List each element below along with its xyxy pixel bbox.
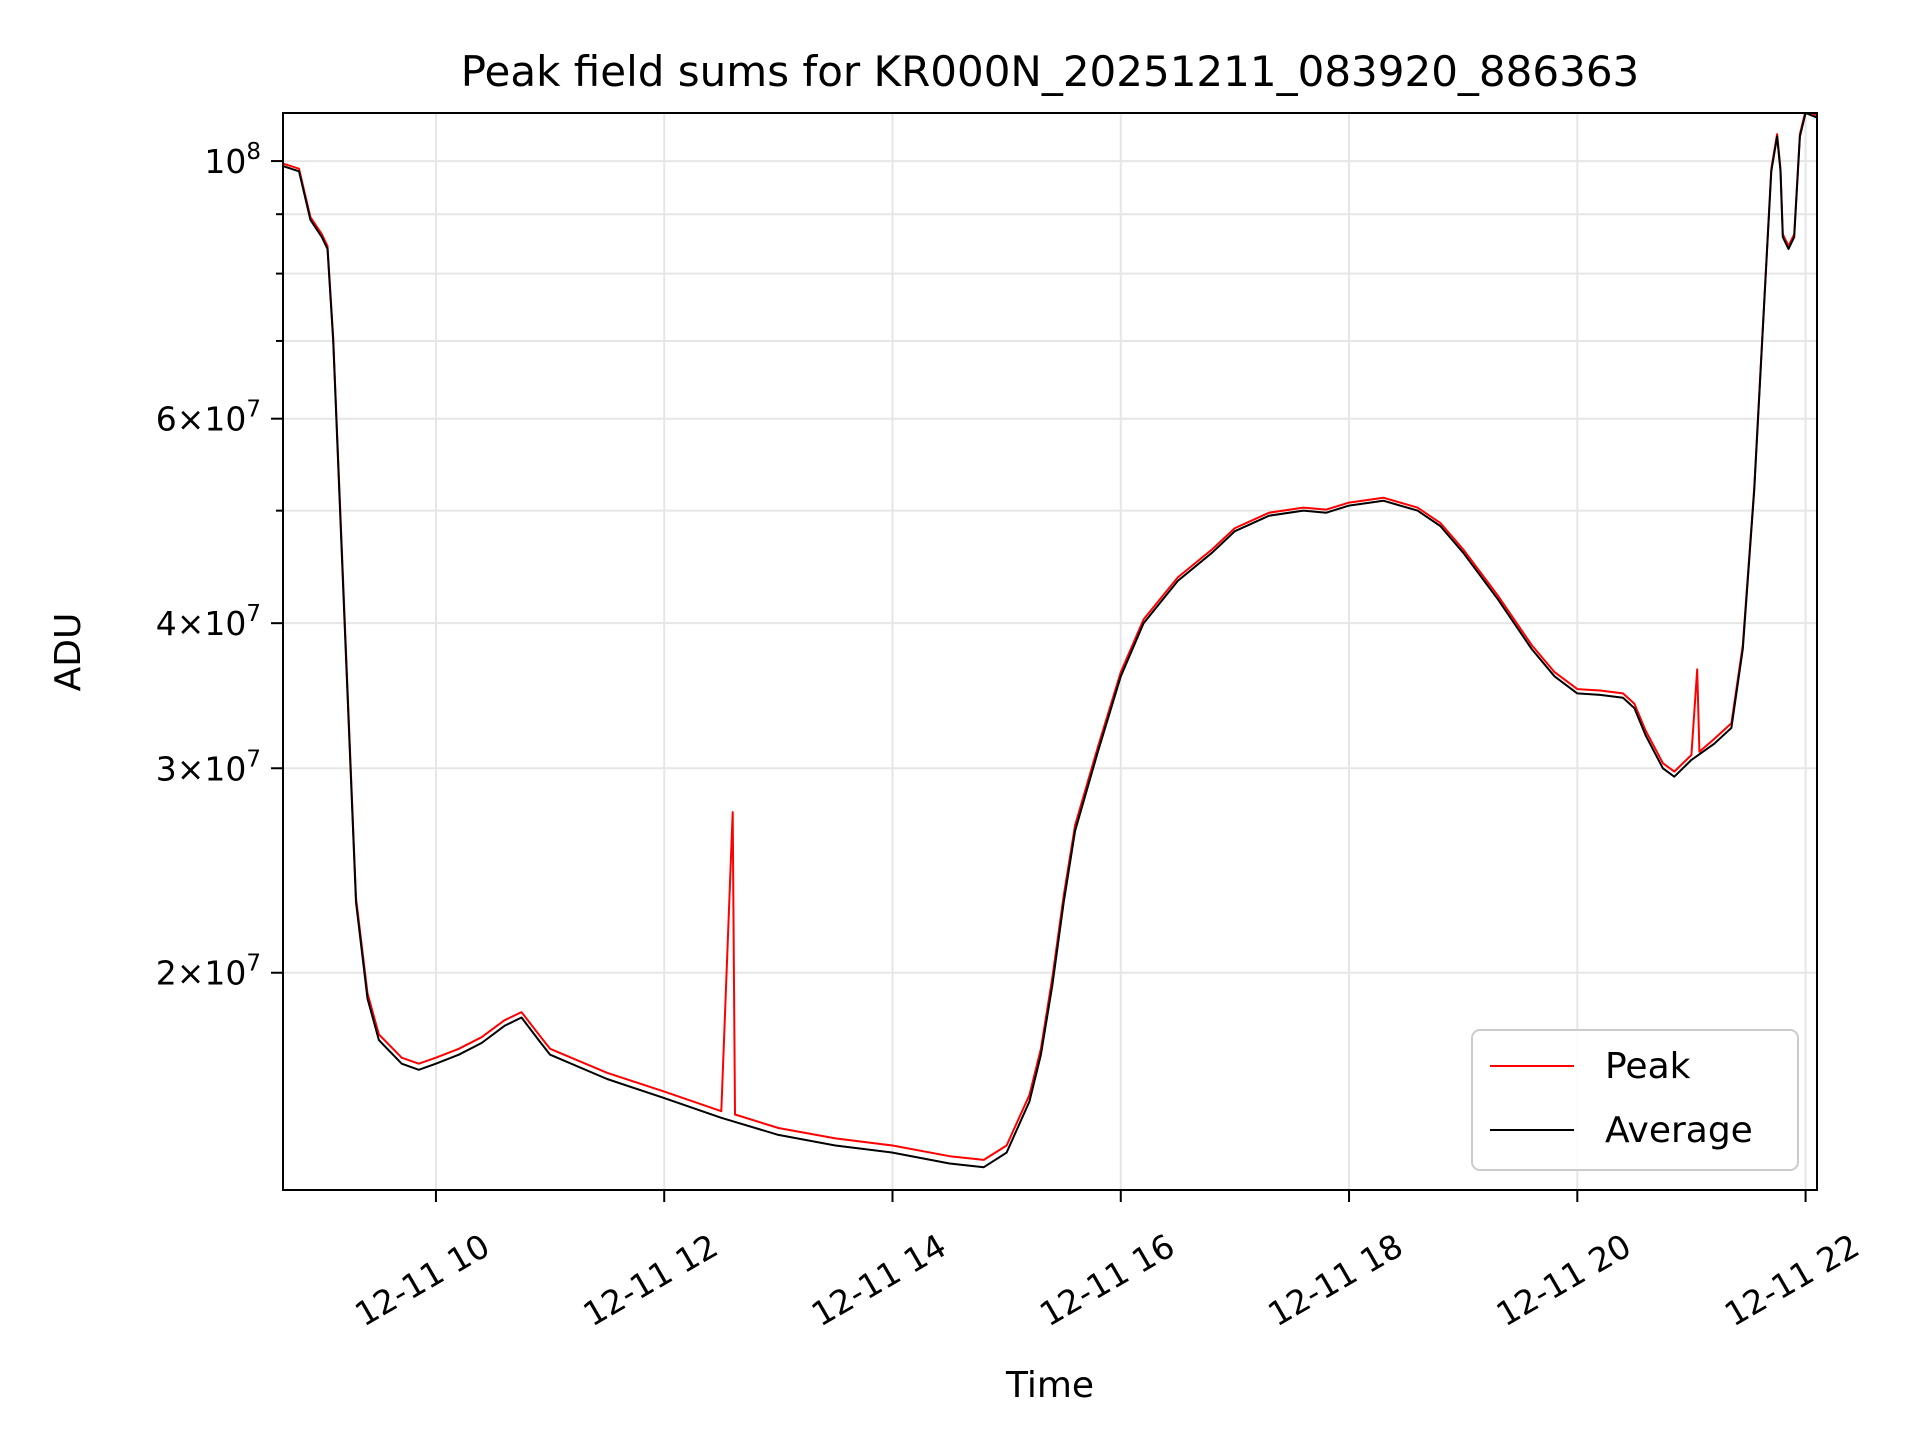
y-axis-label: ADU: [48, 613, 89, 692]
plot-series: [283, 113, 1817, 1169]
series-line-average: [283, 113, 1817, 1169]
plot-frame: [282, 112, 1818, 1191]
grid: [283, 113, 1817, 1190]
series-line-peak: [283, 113, 1817, 1161]
y-tick-label: 2×107: [156, 951, 261, 993]
x-axis-label: Time: [1005, 1365, 1094, 1406]
y-tick-label: 6×107: [156, 397, 261, 439]
y-tick-label: 4×107: [156, 601, 261, 643]
y-tick-label: 108: [204, 139, 261, 181]
legend-label-average: Average: [1605, 1110, 1753, 1151]
legend: Peak Average: [1471, 1029, 1799, 1171]
legend-label-peak: Peak: [1605, 1046, 1691, 1087]
chart-title: Peak field sums for KR000N_20251211_0839…: [461, 47, 1640, 96]
y-axis-ticks: 2×107 3×107 4×107 6×107 108: [156, 139, 283, 993]
y-tick-label: 3×107: [156, 746, 261, 788]
